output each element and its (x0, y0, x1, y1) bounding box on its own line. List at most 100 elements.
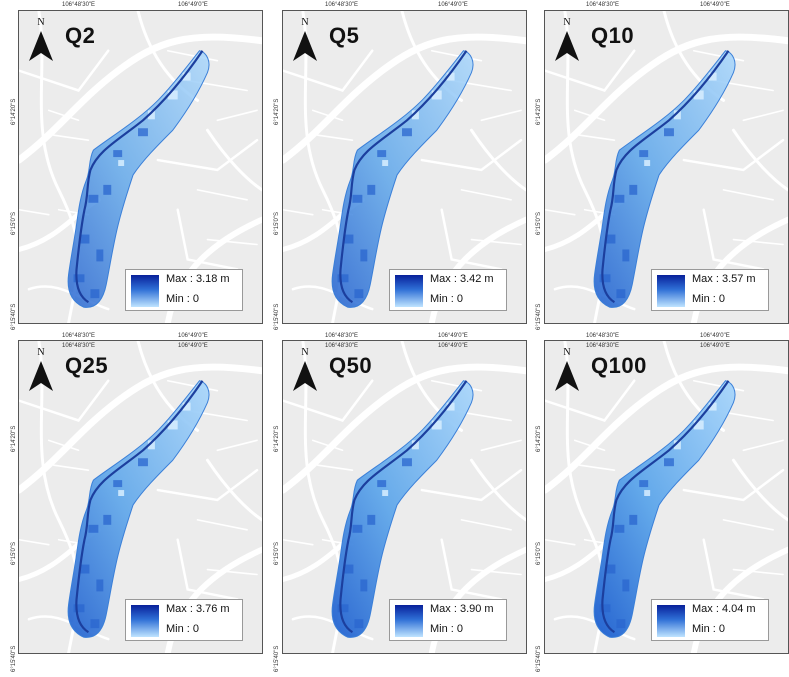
flood-patches (337, 128, 412, 299)
flood-patches (73, 458, 148, 629)
legend-color-ramp (657, 275, 685, 307)
north-letter: N (37, 17, 45, 28)
tick-lat: 6°14'20"S (536, 98, 542, 125)
north-arrow-icon (293, 31, 317, 61)
tick-lat: 6°15'40"S (11, 303, 17, 330)
flood-map (545, 341, 788, 653)
tick-lat: 6°15'0"S (274, 211, 280, 235)
tick-lat: 6°14'20"S (274, 98, 280, 125)
flood-patches (73, 128, 148, 299)
north-arrow-icon (555, 31, 579, 61)
north-letter: N (301, 347, 309, 358)
tick-lat: 6°15'0"S (536, 541, 542, 565)
panel-title: Q50 (329, 353, 373, 378)
depth-legend: Max : 3.90 m Min : 0 (389, 599, 507, 641)
tick-lon: 106°48'30"E (586, 2, 620, 8)
north-arrow-icon (29, 361, 53, 391)
flood-map (283, 11, 526, 323)
tick-lat: 6°14'20"S (11, 98, 17, 125)
tick-lon: 106°48'30"E (62, 343, 96, 349)
flood-map (19, 11, 262, 323)
north-letter: N (563, 347, 571, 358)
depth-legend: Max : 3.18 m Min : 0 (125, 269, 243, 311)
panel-title: Q25 (65, 353, 109, 378)
legend-min: Min : 0 (692, 293, 726, 305)
legend-max: Max : 3.76 m (166, 603, 230, 615)
legend-color-ramp (395, 605, 423, 637)
map-panel-q100: N Q100 Max : 4.04 m Min : 0 (544, 340, 789, 654)
tick-lat: 6°15'0"S (11, 541, 17, 565)
legend-max: Max : 3.57 m (692, 273, 756, 285)
tick-lat: 6°15'40"S (536, 303, 542, 330)
map-panel-q5: N Q5 Max : 3.42 m Min : 0 (282, 10, 527, 324)
legend-color-ramp (657, 605, 685, 637)
north-arrow: N (291, 347, 319, 393)
north-arrow-icon (293, 361, 317, 391)
panel-title: Q5 (329, 23, 360, 48)
legend-color-ramp (131, 605, 159, 637)
north-arrow: N (553, 17, 581, 63)
panel-title: Q10 (591, 23, 635, 48)
tick-lon: 106°48'30"E (62, 333, 96, 339)
flood-map (283, 341, 526, 653)
tick-lon: 106°49'0"E (438, 333, 468, 339)
tick-lat: 6°15'40"S (274, 303, 280, 330)
legend-max: Max : 4.04 m (692, 603, 756, 615)
depth-legend: Max : 3.57 m Min : 0 (651, 269, 769, 311)
tick-lat: 6°14'20"S (274, 425, 280, 452)
tick-lat: 6°15'0"S (274, 541, 280, 565)
depth-legend: Max : 3.42 m Min : 0 (389, 269, 507, 311)
tick-lat: 6°15'0"S (536, 211, 542, 235)
map-panel-q25: N Q25 Max : 3.76 m Min : 0 (18, 340, 263, 654)
flood-patches (337, 458, 412, 629)
tick-lon: 106°48'30"E (586, 333, 620, 339)
legend-max: Max : 3.42 m (430, 273, 494, 285)
legend-color-ramp (395, 275, 423, 307)
panel-title: Q2 (65, 23, 96, 48)
tick-lon: 106°49'0"E (700, 2, 730, 8)
tick-lon: 106°48'30"E (325, 343, 359, 349)
tick-lon: 106°49'0"E (178, 343, 208, 349)
map-panel-q50: N Q50 Max : 3.90 m Min : 0 (282, 340, 527, 654)
north-arrow: N (291, 17, 319, 63)
tick-lon: 106°49'0"E (178, 2, 208, 8)
legend-min: Min : 0 (166, 293, 200, 305)
legend-min: Min : 0 (166, 623, 200, 635)
tick-lat: 6°15'40"S (11, 645, 17, 672)
tick-lon: 106°49'0"E (700, 333, 730, 339)
tick-lon: 106°49'0"E (438, 343, 468, 349)
tick-lat: 6°15'40"S (536, 645, 542, 672)
legend-max: Max : 3.18 m (166, 273, 230, 285)
depth-legend: Max : 3.76 m Min : 0 (125, 599, 243, 641)
north-arrow-icon (555, 361, 579, 391)
map-panel-q2: N Q2 Max : 3.18 m Min : 0 (18, 10, 263, 324)
tick-lat: 6°14'20"S (11, 425, 17, 452)
north-arrow: N (27, 347, 55, 393)
map-panel-q10: N Q10 Max : 3.57 m Min : 0 (544, 10, 789, 324)
tick-lon: 106°48'30"E (586, 343, 620, 349)
legend-min: Min : 0 (430, 623, 464, 635)
tick-lon: 106°48'30"E (325, 333, 359, 339)
legend-min: Min : 0 (692, 623, 726, 635)
tick-lat: 6°15'0"S (11, 211, 17, 235)
legend-min: Min : 0 (430, 293, 464, 305)
north-letter: N (301, 17, 309, 28)
depth-legend: Max : 4.04 m Min : 0 (651, 599, 769, 641)
north-arrow: N (27, 17, 55, 63)
tick-lon: 106°48'30"E (325, 2, 359, 8)
flood-map (19, 341, 262, 653)
north-letter: N (563, 17, 571, 28)
legend-color-ramp (131, 275, 159, 307)
flood-patches (599, 458, 674, 629)
legend-max: Max : 3.90 m (430, 603, 494, 615)
tick-lon: 106°49'0"E (700, 343, 730, 349)
flood-patches (599, 128, 674, 299)
tick-lat: 6°15'40"S (274, 645, 280, 672)
tick-lon: 106°49'0"E (178, 333, 208, 339)
north-arrow-icon (29, 31, 53, 61)
tick-lat: 6°14'20"S (536, 425, 542, 452)
north-letter: N (37, 347, 45, 358)
panel-title: Q100 (591, 353, 647, 378)
tick-lon: 106°48'30"E (62, 2, 96, 8)
flood-map (545, 11, 788, 323)
